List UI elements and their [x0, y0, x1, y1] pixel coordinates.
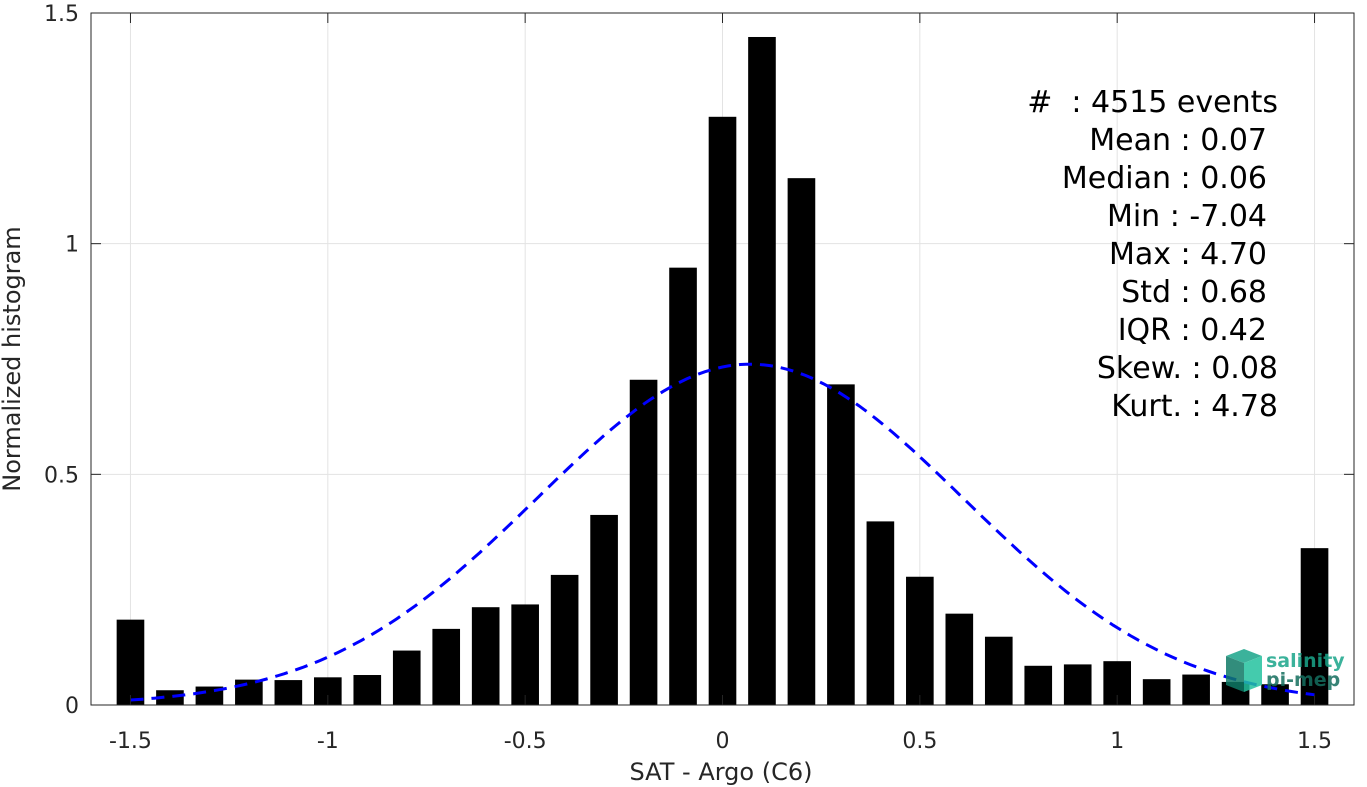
- logo-cube-icon: [1226, 649, 1262, 692]
- bar: [748, 36, 776, 706]
- bar: [471, 607, 500, 705]
- bar: [1182, 674, 1210, 705]
- bar: [1063, 664, 1092, 705]
- bar: [590, 514, 618, 705]
- bar: [945, 613, 974, 705]
- x-tick-label: -1.5: [109, 729, 152, 754]
- bar: [669, 267, 697, 705]
- x-tick-label: 0.5: [902, 729, 937, 754]
- bar: [116, 619, 145, 705]
- bar: [1261, 684, 1289, 705]
- tick-labels: -1.5 -1 -0.5 0 0.5 1 1.5 0 0.5 1 1.5: [44, 2, 1332, 754]
- bar: [511, 604, 539, 705]
- bar: [235, 679, 263, 705]
- y-axis-label: Normalized histogram: [0, 226, 26, 491]
- x-tick-label: 0: [716, 729, 730, 754]
- bar: [906, 576, 934, 705]
- bar: [1300, 548, 1329, 705]
- y-tick-label: 1: [65, 233, 79, 258]
- bar: [353, 675, 382, 705]
- logo-text-pi-mep: pi-mep: [1266, 669, 1340, 691]
- stat-median: Median : 0.06: [1062, 161, 1267, 196]
- bar: [787, 178, 816, 705]
- bars-group: [116, 36, 1329, 706]
- stat-std: Std : 0.68: [1121, 275, 1267, 310]
- bar: [708, 116, 737, 706]
- stat-mean: Mean : 0.07: [1089, 123, 1267, 158]
- stat-events: # : 4515 events: [1027, 85, 1278, 120]
- logo-text-salinity: salinity: [1266, 650, 1345, 672]
- y-tick-label: 1.5: [44, 2, 79, 27]
- bar: [550, 574, 579, 705]
- x-tick-label: 1.5: [1297, 729, 1332, 754]
- stat-skew: Skew. : 0.08: [1097, 351, 1278, 386]
- stat-max: Max : 4.70: [1109, 237, 1267, 272]
- salinity-pi-mep-logo: salinity pi-mep: [1226, 649, 1345, 692]
- x-tick-label: -1: [317, 729, 339, 754]
- bar: [392, 650, 421, 705]
- bar: [827, 384, 855, 705]
- stats-box: # : 4515 events Mean : 0.07 Median : 0.0…: [1027, 85, 1278, 424]
- bar: [629, 379, 658, 705]
- bar: [984, 636, 1013, 705]
- stat-min: Min : -7.04: [1107, 199, 1267, 234]
- axis-ticks: [91, 12, 1354, 706]
- x-tick-label: -0.5: [504, 729, 547, 754]
- bar: [1142, 679, 1171, 705]
- bar: [432, 628, 461, 705]
- gaussian-fit-curve: [130, 362, 1315, 702]
- y-tick-label: 0.5: [44, 463, 79, 488]
- x-axis-label: SAT - Argo (C6): [630, 758, 813, 786]
- bar: [866, 521, 895, 705]
- bar: [156, 690, 184, 705]
- stat-iqr: IQR : 0.42: [1118, 313, 1267, 348]
- y-tick-label: 0: [65, 694, 79, 719]
- bar: [1024, 665, 1053, 705]
- stat-kurt: Kurt. : 4.78: [1111, 389, 1278, 424]
- x-tick-label: 1: [1110, 729, 1124, 754]
- bar: [274, 680, 303, 705]
